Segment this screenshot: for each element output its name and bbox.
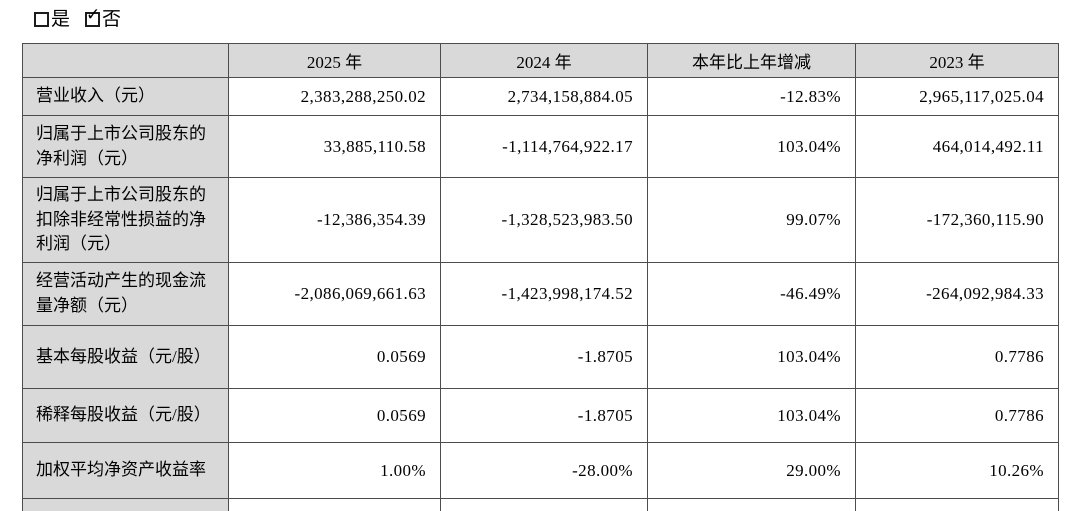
column-header-blank: [22, 43, 229, 78]
checkbox-yes[interactable]: [34, 12, 49, 27]
value-cell: -2,086,069,661.63: [228, 262, 441, 326]
row-label: 营业收入（元）: [22, 77, 229, 116]
row-label: 归属于上市公司股东的净利润（元）: [22, 115, 229, 178]
value-cell: 10.26%: [855, 442, 1059, 499]
row-label: 加权平均净资产收益率: [22, 442, 229, 499]
table-body: 营业收入（元） 2,383,288,250.02 2,734,158,884.05-…: [22, 77, 1059, 511]
table-row: 基本每股收益（元/股） 0.0569 -1.8705 103.04% 0.7786: [22, 325, 1059, 389]
table-row: 归属于上市公司股东的扣除非经常性损益的净利润（元） -12,386,354.39-…: [22, 177, 1059, 263]
table-row: 营业收入（元） 2,383,288,250.02 2,734,158,884.05-…: [22, 77, 1059, 116]
value-cell: 33,885,110.58: [228, 115, 441, 178]
value-cell: -28.00%: [440, 442, 648, 499]
check-mark-no: ✓: [86, 5, 102, 25]
value-cell: 103.04%: [647, 115, 856, 178]
table-row: 加权平均净资产收益率 1.00% -28.00% 29.00% 10.26%: [22, 442, 1059, 499]
row-label: 基本每股收益（元/股）: [22, 325, 229, 389]
column-header-yoy-change: 本年比上年增减: [647, 43, 856, 78]
value-cell: -12.83%: [647, 77, 856, 116]
value-cell: 0.7786: [855, 325, 1059, 389]
value-cell: -1.8705: [440, 325, 648, 389]
table-row: 稀释每股收益（元/股） 0.0569 -1.8705 103.04% 0.7786: [22, 388, 1059, 443]
value-cell: 0.0569: [228, 325, 441, 389]
table-row: 经营活动产生的现金流量净额（元） -2,086,069,661.63 -1,423,…: [22, 262, 1059, 326]
value-cell: 2,965,117,025.04: [855, 77, 1059, 116]
checkbox-no-label: 否: [102, 9, 123, 30]
value-cell: 0.7786: [855, 388, 1059, 443]
value-cell: 464,014,492.11: [855, 115, 1059, 178]
value-cell: -172,360,115.90: [855, 177, 1059, 263]
value-cell: -1,114,764,922.17: [440, 115, 648, 178]
row-label: 稀释每股收益（元/股）: [22, 388, 229, 443]
column-header-2025: 2025 年: [228, 43, 441, 78]
value-cell: -1.8705: [440, 388, 648, 443]
value-cell: -12,386,354.39: [228, 177, 441, 263]
value-cell: -264,092,984.33: [855, 262, 1059, 326]
value-cell: 103.04%: [647, 325, 856, 389]
value-cell: 103.04%: [647, 388, 856, 443]
financial-summary-table: 2025 年 2024 年 本年比上年增减 2023 年 营业收入（元） 2,38…: [22, 43, 1059, 511]
column-header-2023: 2023 年: [855, 43, 1059, 78]
checkbox-no[interactable]: ✓: [85, 7, 100, 27]
value-cell: 29.00%: [647, 442, 856, 499]
value-cell: 99.07%: [647, 177, 856, 263]
value-cell: -46.49%: [647, 262, 856, 326]
table-row: 归属于上市公司股东的净利润（元） 33,885,110.58 -1,114,764,…: [22, 115, 1059, 178]
value-cell: 1.00%: [228, 442, 441, 499]
value-cell: 2,734,158,884.05: [440, 77, 648, 116]
value-cell: 2,383,288,250.02: [228, 77, 441, 116]
row-label: 归属于上市公司股东的扣除非经常性损益的净利润（元）: [22, 177, 229, 263]
checkbox-yes-label: 是: [51, 9, 72, 30]
row-label: 经营活动产生的现金流量净额（元）: [22, 262, 229, 326]
table-header-row: 2025 年 2024 年 本年比上年增减 2023 年: [22, 43, 1059, 78]
yes-no-option-line: 是 ✓ 否: [34, 4, 122, 31]
value-cell: -1,423,998,174.52: [440, 262, 648, 326]
column-header-2024: 2024 年: [440, 43, 648, 78]
value-cell: -1,328,523,983.50: [440, 177, 648, 263]
value-cell: 0.0569: [228, 388, 441, 443]
